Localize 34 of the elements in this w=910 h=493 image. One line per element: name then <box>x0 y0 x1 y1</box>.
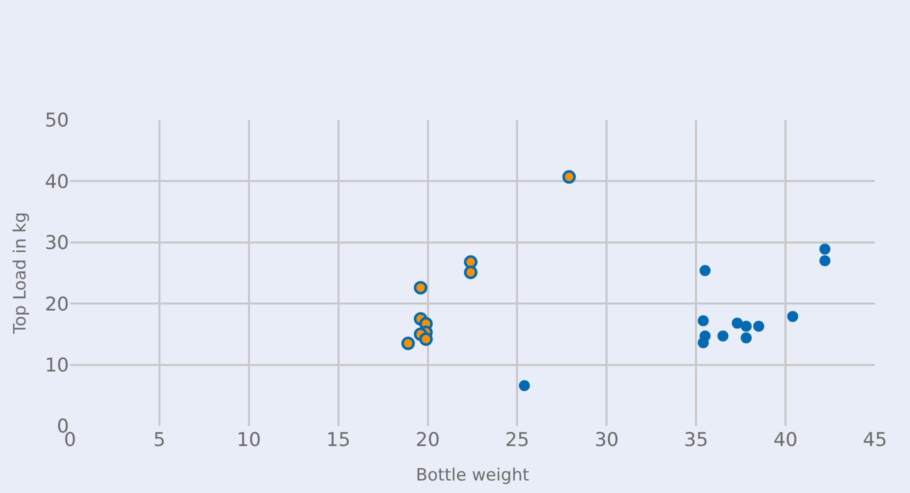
x-tick-label: 35 <box>684 429 708 451</box>
point <box>518 380 530 392</box>
x-tick-label: 25 <box>505 429 530 451</box>
x-axis-title: Bottle weight <box>416 465 530 486</box>
point <box>419 332 433 346</box>
y-tick-label: 40 <box>44 170 69 193</box>
x-tick-label: 5 <box>153 429 166 451</box>
point <box>740 320 752 332</box>
y-tick-label: 30 <box>44 232 69 254</box>
x-tick-label: 40 <box>773 429 798 451</box>
point <box>700 265 711 276</box>
x-tick-label: 30 <box>594 429 619 451</box>
y-tick-label: 10 <box>44 354 69 376</box>
y-tick-label: 50 <box>44 110 69 132</box>
point <box>787 310 798 322</box>
point <box>698 337 709 348</box>
point <box>740 332 752 344</box>
point <box>464 266 478 280</box>
point <box>698 315 709 326</box>
x-tick-label: 45 <box>862 429 888 451</box>
point <box>562 170 576 184</box>
y-axis-title: Top Load in kg <box>10 212 30 335</box>
point <box>819 255 830 266</box>
point <box>464 255 478 269</box>
x-tick-label: 20 <box>416 429 440 451</box>
point <box>414 280 428 294</box>
x-tick-label: 15 <box>326 429 350 451</box>
point <box>819 244 830 255</box>
y-tick-label: 20 <box>44 293 69 316</box>
point <box>401 336 415 350</box>
point <box>753 320 764 332</box>
point <box>717 330 728 342</box>
x-tick-label: 10 <box>236 429 261 451</box>
point <box>732 318 743 329</box>
